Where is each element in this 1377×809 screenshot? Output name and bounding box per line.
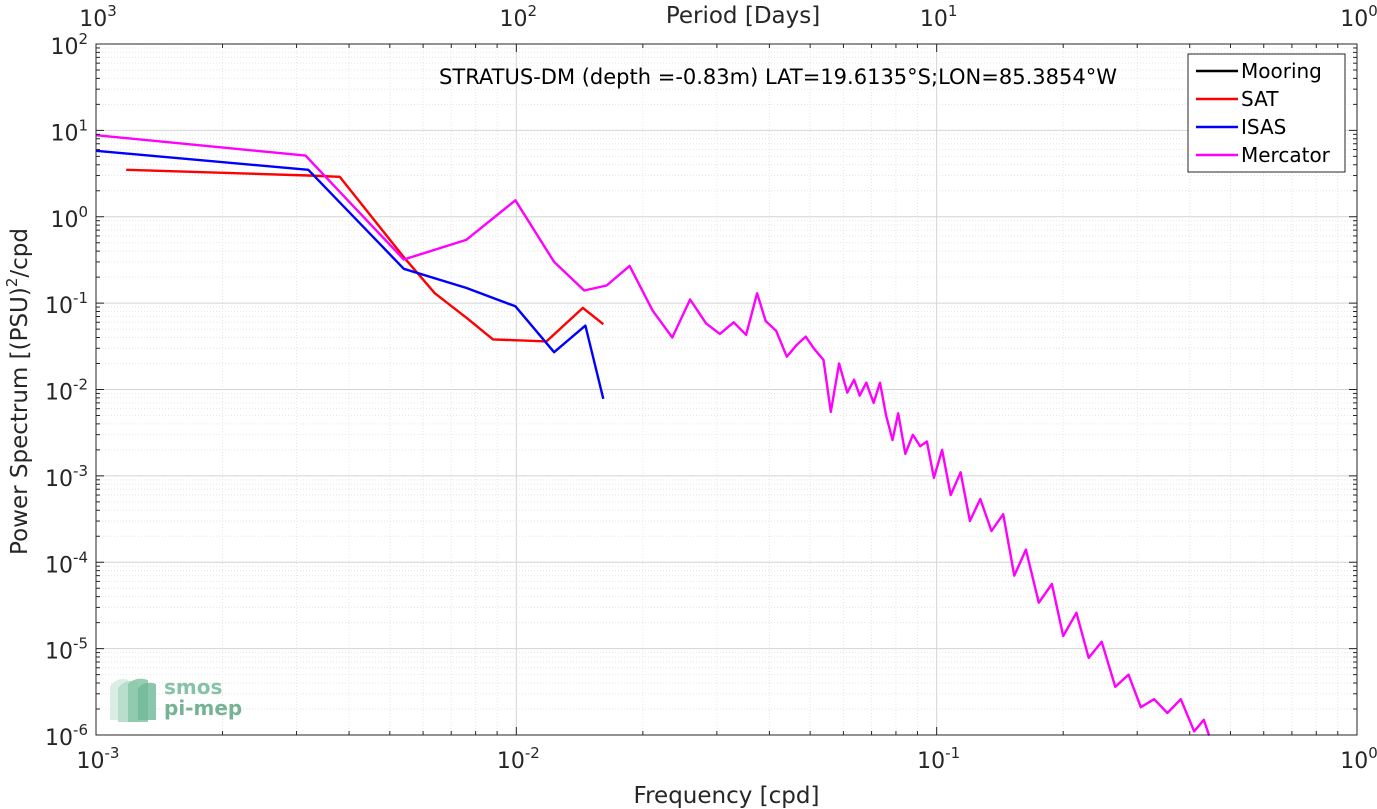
y-tick-label: 10-3 bbox=[45, 462, 88, 492]
tick-marks bbox=[95, 43, 1358, 736]
top-tick-label: 100 bbox=[1340, 2, 1377, 32]
x-tick-label: 10-2 bbox=[497, 744, 540, 774]
top-tick-label-base: 10 bbox=[1340, 7, 1368, 32]
top-tick-label: 101 bbox=[920, 2, 958, 32]
y-tick-label: 10-2 bbox=[45, 376, 88, 406]
x-tick-label-exp: -3 bbox=[105, 744, 120, 762]
x-tick-label-exp: -2 bbox=[525, 744, 540, 762]
y-tick-label: 10-4 bbox=[45, 548, 88, 578]
series-line-mercator bbox=[95, 134, 1211, 737]
y-tick-label-exp: 2 bbox=[78, 30, 88, 48]
y-tick-label-exp: -4 bbox=[73, 548, 88, 566]
logo-mark-icon bbox=[110, 678, 156, 722]
top-tick-label: 102 bbox=[500, 2, 538, 32]
x-tick-label-base: 10 bbox=[77, 749, 105, 774]
logo-line-2: pi-mep bbox=[164, 696, 242, 720]
x-tick-label: 100 bbox=[1340, 744, 1377, 774]
y-tick-label-base: 10 bbox=[45, 467, 73, 492]
y-tick-label-exp: 0 bbox=[78, 203, 88, 221]
y-axis-title-main: Power Spectrum [(PSU) bbox=[7, 287, 33, 555]
y-tick-label-base: 10 bbox=[45, 726, 73, 751]
chart-title: STRATUS-DM (depth =-0.83m) LAT=19.6135°S… bbox=[439, 65, 1117, 89]
y-tick-label-exp: -1 bbox=[73, 289, 88, 307]
y-tick-label: 10-5 bbox=[45, 635, 88, 665]
smos-pi-mep-logo: smos pi-mep bbox=[110, 675, 242, 722]
y-tick-label: 10-1 bbox=[45, 289, 88, 319]
y-axis-title: Power Spectrum [(PSU)2/cpd bbox=[3, 228, 33, 555]
y-tick-label-base: 10 bbox=[45, 640, 73, 665]
top-tick-label: 103 bbox=[79, 2, 117, 32]
legend-label-mooring: Mooring bbox=[1241, 59, 1322, 83]
top-tick-label-exp: 2 bbox=[528, 2, 538, 20]
y-tick-label: 10-6 bbox=[45, 721, 88, 751]
x-axis-title: Frequency [cpd] bbox=[634, 783, 820, 809]
top-tick-label-exp: 0 bbox=[1368, 2, 1377, 20]
y-tick-label-base: 10 bbox=[45, 553, 73, 578]
x-tick-label: 10-3 bbox=[77, 744, 120, 774]
y-tick-label: 102 bbox=[50, 30, 88, 60]
tick-labels: 10-3 10-2 10-1 10010210110010-110-210-310-4… bbox=[45, 2, 1377, 774]
y-axis-title-tail: /cpd bbox=[7, 228, 33, 278]
y-tick-label-base: 10 bbox=[50, 35, 78, 60]
y-tick-label-exp: 1 bbox=[78, 116, 88, 134]
y-tick-label-exp: -6 bbox=[73, 721, 88, 739]
top-tick-label-exp: 1 bbox=[948, 2, 958, 20]
y-tick-label-base: 10 bbox=[45, 381, 73, 406]
y-tick-label-exp: -2 bbox=[73, 376, 88, 394]
x-tick-label-base: 10 bbox=[917, 749, 945, 774]
top-tick-label-base: 10 bbox=[79, 7, 107, 32]
legend-label-isas: ISAS bbox=[1241, 115, 1286, 139]
x-tick-label-base: 10 bbox=[1340, 749, 1368, 774]
logo-line-1: smos bbox=[164, 675, 222, 699]
x-tick-label-exp: -1 bbox=[945, 744, 960, 762]
series-layer bbox=[95, 134, 1211, 737]
top-tick-label-base: 10 bbox=[920, 7, 948, 32]
legend-box bbox=[1187, 53, 1346, 173]
top-tick-label-base: 10 bbox=[500, 7, 528, 32]
y-axis-title-sup: 2 bbox=[3, 278, 21, 288]
y-tick-label: 100 bbox=[50, 203, 88, 233]
series-line-isas bbox=[95, 149, 605, 400]
top-tick-label-exp: 3 bbox=[107, 2, 117, 20]
top-axis-title: Period [Days] bbox=[666, 3, 820, 29]
x-tick-label: 10-1 bbox=[917, 744, 960, 774]
x-tick-label-base: 10 bbox=[497, 749, 525, 774]
y-tick-label-exp: -5 bbox=[73, 635, 88, 653]
y-tick-label-exp: -3 bbox=[73, 462, 88, 480]
y-tick-label-base: 10 bbox=[50, 208, 78, 233]
y-tick-label: 101 bbox=[50, 116, 88, 146]
legend-label-sat: SAT bbox=[1241, 87, 1279, 111]
x-tick-label-exp: 0 bbox=[1368, 744, 1377, 762]
legend-label-mercator: Mercator bbox=[1241, 143, 1331, 167]
y-tick-label-base: 10 bbox=[45, 294, 73, 319]
y-tick-label-base: 10 bbox=[50, 121, 78, 146]
legend: Mooring SAT ISAS Mercator bbox=[1187, 53, 1346, 173]
